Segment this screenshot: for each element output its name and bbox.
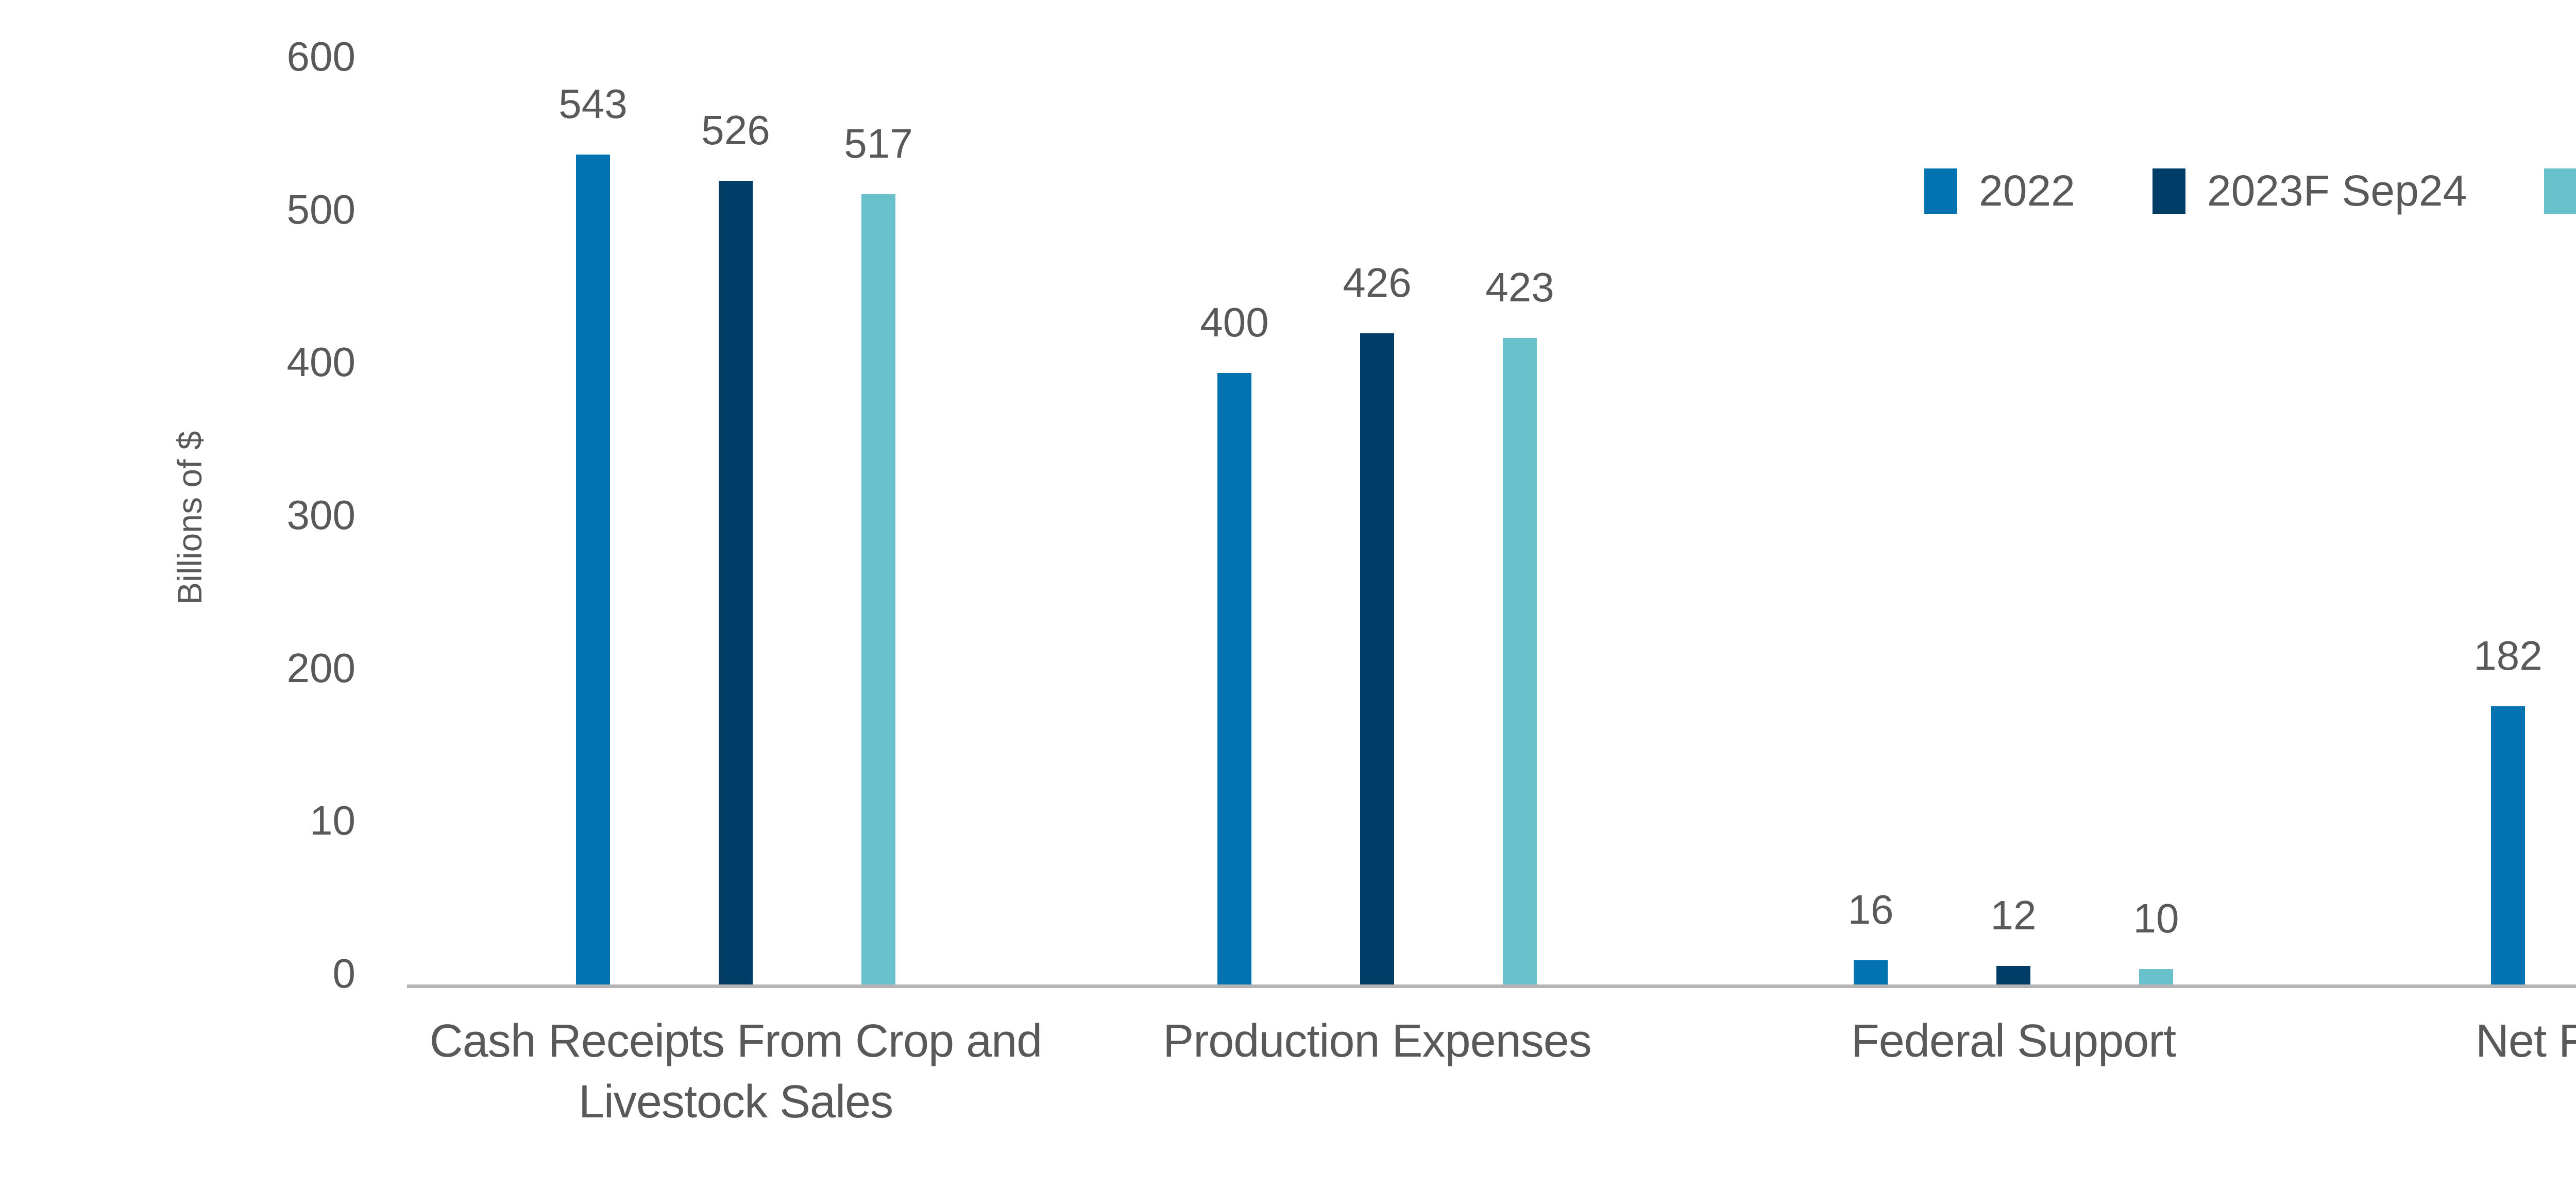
x-axis-category-label: Cash Receipts From Crop and Livestock Sa…: [429, 1015, 1042, 1128]
x-axis-category-label: Net Farm Income: [2475, 1015, 2576, 1067]
y-axis-tick-label: 400: [286, 339, 355, 385]
legend-item: 2023F Sep24: [2152, 166, 2467, 216]
bar-value-label: 423: [1485, 264, 1554, 311]
legend-swatch: [2152, 168, 2185, 214]
bar: [1996, 966, 2030, 984]
bar: [719, 180, 753, 984]
bar: [1217, 373, 1251, 984]
y-axis-tick-label: 0: [332, 950, 356, 996]
y-axis-tick-label: 500: [286, 186, 355, 232]
bar: [576, 155, 610, 984]
legend-swatch: [2544, 168, 2576, 214]
y-axis-tick-label: 600: [286, 33, 355, 79]
y-axis-tick-label: 10: [310, 797, 355, 844]
bar-value-label: 543: [558, 81, 628, 127]
bar-value-label: 517: [844, 121, 913, 167]
legend-label: 2023F Sep24: [2207, 166, 2467, 215]
x-axis-category-label: Production Expenses: [1163, 1015, 1592, 1067]
x-axis-category-label: Federal Support: [1851, 1015, 2176, 1067]
legend: 2022 2023F Sep24 2024F Sep24: [1924, 166, 2576, 216]
bar-value-label: 12: [1990, 892, 2037, 939]
bar-value-label: 182: [2473, 633, 2543, 679]
bar-value-label: 10: [2133, 895, 2179, 942]
bar-value-label: 400: [1200, 299, 1269, 346]
bar-value-label: 526: [701, 107, 770, 153]
bar: [2139, 969, 2173, 984]
bar: [2491, 706, 2525, 984]
legend-label: 2022: [1979, 166, 2075, 215]
bar: [1360, 333, 1394, 984]
bar: [861, 194, 895, 984]
legend-item: 2024F Sep24: [2544, 166, 2576, 216]
legend-item: 2022: [1924, 166, 2075, 216]
bar: [1503, 338, 1537, 984]
bar-value-label: 16: [1848, 886, 1894, 932]
bar-value-label: 147: [2558, 689, 2576, 730]
x-axis-line: [407, 984, 2576, 988]
bar: [1854, 960, 1888, 984]
y-axis-tick-label: 200: [286, 644, 355, 691]
legend-swatch: [1924, 168, 1957, 214]
y-axis-tick-label: 300: [286, 491, 355, 538]
bar-value-label: 426: [1343, 260, 1412, 306]
